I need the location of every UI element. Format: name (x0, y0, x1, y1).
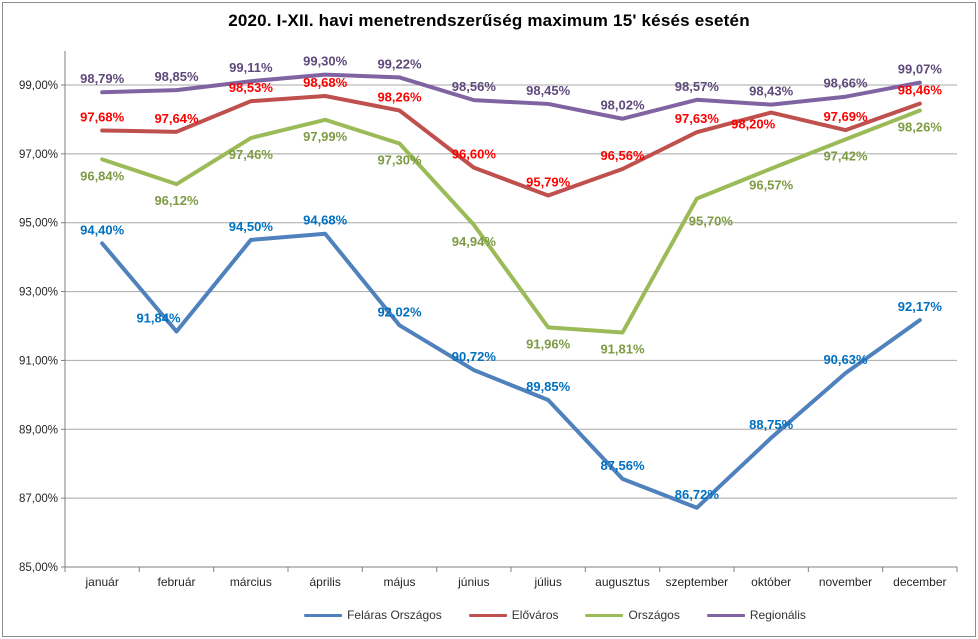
data-label-felaras-orszagos: 86,72% (675, 487, 720, 502)
y-tick-label: 89,00% (19, 424, 58, 436)
data-label-regionalis: 99,07% (898, 62, 943, 77)
data-label-regionalis: 98,02% (600, 98, 645, 113)
y-tick-label: 99,00% (19, 80, 58, 92)
data-label-orszagos: 96,57% (749, 178, 794, 193)
data-label-regionalis: 98,45% (526, 83, 571, 98)
x-tick-label: április (309, 575, 340, 589)
legend-item-felaras-orszagos: Feláras Országos (304, 608, 442, 622)
legend-line-sample-regionalis (706, 613, 745, 617)
data-label-orszagos: 95,70% (689, 214, 734, 229)
series-line-felaras-orszagos (100, 231, 922, 510)
x-tick-label: augusztus (595, 575, 650, 589)
chart-title: 2020. I-XII. havi menetrendszerűség maxi… (228, 11, 750, 30)
data-label-felaras-orszagos: 94,40% (80, 222, 125, 237)
data-label-orszagos: 97,46% (229, 147, 274, 162)
legend-line-sample-felaras-orszagos (304, 613, 343, 617)
y-tick-label: 91,00% (19, 355, 58, 367)
data-label-regionalis: 98,57% (675, 79, 720, 94)
data-label-elovaros: 97,68% (80, 109, 125, 124)
x-tick-label: november (819, 575, 872, 589)
chart-legend: Feláras Országos Előváros Országos Regionál… (304, 608, 806, 622)
data-label-elovaros: 98,68% (303, 75, 348, 90)
legend-label-orszagos: Országos (628, 608, 680, 622)
data-label-elovaros: 98,20% (731, 117, 776, 132)
data-label-felaras-orszagos: 87,56% (600, 458, 645, 473)
data-label-elovaros: 95,79% (526, 175, 571, 190)
data-label-orszagos: 98,26% (898, 119, 943, 134)
legend-line-sample-elovaros (468, 613, 507, 617)
data-label-felaras-orszagos: 88,75% (749, 417, 794, 432)
data-label-felaras-orszagos: 94,50% (229, 219, 274, 234)
data-label-elovaros: 96,60% (452, 147, 497, 162)
data-label-regionalis: 98,85% (154, 69, 199, 84)
data-label-elovaros: 98,53% (229, 80, 274, 95)
x-tick-label: június (457, 575, 489, 589)
data-label-elovaros: 96,56% (600, 148, 645, 163)
y-tick-label: 97,00% (19, 149, 58, 161)
x-tick-label: február (157, 575, 195, 589)
y-tick-label: 85,00% (19, 562, 58, 574)
data-label-felaras-orszagos: 94,68% (303, 213, 348, 228)
data-label-regionalis: 99,30% (303, 54, 348, 69)
data-label-regionalis: 98,66% (823, 76, 868, 91)
data-label-felaras-orszagos: 91,84% (136, 311, 181, 326)
data-label-regionalis: 98,43% (749, 84, 794, 99)
y-tick-label: 95,00% (19, 218, 58, 230)
data-label-felaras-orszagos: 92,17% (898, 299, 943, 314)
x-tick-label: december (893, 575, 946, 589)
legend-label-felaras-orszagos: Feláras Országos (347, 608, 442, 622)
data-label-felaras-orszagos: 89,85% (526, 379, 571, 394)
data-label-orszagos: 91,96% (526, 336, 571, 351)
data-label-orszagos: 97,99% (303, 129, 348, 144)
data-label-regionalis: 99,11% (229, 60, 273, 75)
legend-item-orszagos: Országos (585, 608, 680, 622)
data-label-felaras-orszagos: 90,72% (452, 349, 497, 364)
data-label-orszagos: 97,42% (823, 148, 868, 163)
data-label-regionalis: 98,79% (80, 71, 125, 86)
data-label-regionalis: 98,56% (452, 79, 497, 94)
data-label-orszagos: 94,94% (452, 234, 497, 249)
legend-label-elovaros: Előváros (511, 608, 559, 622)
y-tick-label: 93,00% (19, 287, 58, 299)
x-tick-label: október (751, 575, 791, 589)
data-label-regionalis: 99,22% (377, 56, 422, 71)
data-label-elovaros: 97,69% (823, 109, 868, 124)
y-tick-label: 87,00% (19, 493, 58, 505)
legend-item-elovaros: Előváros (468, 608, 559, 622)
x-tick-label: május (383, 575, 415, 589)
data-label-elovaros: 97,63% (675, 111, 720, 126)
x-tick-label: március (230, 575, 272, 589)
x-tick-label: január (84, 575, 118, 589)
x-tick-label: július (533, 575, 561, 589)
data-label-orszagos: 96,12% (154, 193, 199, 208)
series-line-regionalis (100, 72, 922, 121)
data-label-elovaros: 98,46% (898, 83, 943, 98)
series-line-orszagos (100, 108, 922, 335)
legend-item-regionalis: Regionális (706, 608, 806, 622)
legend-line-sample-orszagos (585, 613, 624, 617)
data-label-elovaros: 97,64% (154, 111, 199, 126)
data-label-orszagos: 96,84% (80, 168, 125, 183)
series-line-elovaros (100, 94, 922, 198)
legend-label-regionalis: Regionális (749, 608, 806, 622)
data-label-felaras-orszagos: 92,02% (377, 304, 422, 319)
data-label-elovaros: 98,26% (377, 89, 422, 104)
data-label-orszagos: 97,30% (377, 153, 422, 168)
x-tick-label: szeptember (665, 575, 728, 589)
data-label-orszagos: 91,81% (600, 342, 645, 357)
data-label-felaras-orszagos: 90,63% (823, 352, 868, 367)
